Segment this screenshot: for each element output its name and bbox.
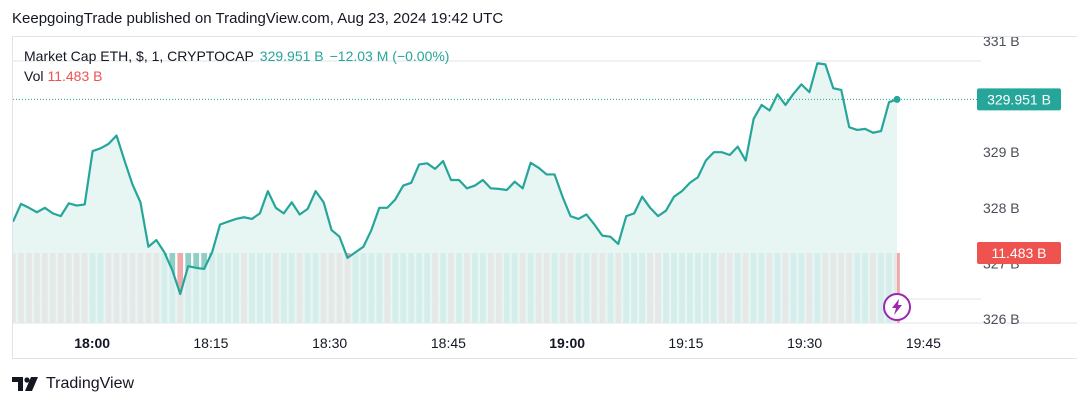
price-area [13, 63, 897, 324]
volume-badge [977, 242, 1061, 264]
legend-change: −12.03 M (−0.00%) [329, 48, 450, 64]
legend-price-row: Market Cap ETH, $, 1, CRYPTOCAP 329.951 B… [24, 46, 449, 66]
volume-label: Vol [24, 68, 44, 84]
x-tick-label: 18:00 [74, 335, 110, 351]
price-line [13, 62, 898, 296]
x-tick-label: 18:45 [431, 335, 466, 351]
symbol-name[interactable]: Market Cap ETH, $, 1, CRYPTOCAP [24, 48, 254, 64]
volume-value: 11.483 B [47, 68, 103, 84]
x-axis: 18:00 18:15 18:30 18:45 19:00 19:15 19:30 19:45 [74, 335, 941, 351]
tradingview-logo-icon [12, 377, 38, 391]
y-tick-label: 329 B [983, 144, 1020, 160]
price-badges: 329.951 B 11.483 B [977, 88, 1061, 264]
footer-brand[interactable]: TradingView [12, 375, 134, 393]
x-tick-label: 18:30 [312, 335, 347, 351]
y-tick-label: 326 B [983, 311, 1020, 327]
chart-legend: Market Cap ETH, $, 1, CRYPTOCAP 329.951 B… [24, 46, 449, 86]
x-tick-label: 19:00 [549, 335, 585, 351]
last-price-dot [893, 95, 901, 103]
x-tick-label: 19:30 [787, 335, 822, 351]
price-badge [977, 88, 1061, 111]
volume-badge-label: 11.483 B [991, 245, 1046, 261]
lightning-bolt-icon[interactable] [883, 293, 911, 321]
y-tick-label: 328 B [983, 200, 1020, 216]
y-tick-label: 331 B [983, 37, 1020, 49]
volume-bar [177, 253, 184, 323]
x-tick-label: 19:15 [668, 335, 703, 351]
x-tick-label: 18:15 [193, 335, 228, 351]
brand-name: TradingView [46, 375, 135, 392]
price-badge-label: 329.951 B [987, 91, 1051, 107]
legend-volume-row: Vol 11.483 B [24, 66, 449, 86]
legend-price-value: 329.951 B [259, 48, 324, 64]
publisher-line: KeepgoingTrade published on TradingView.… [12, 10, 504, 27]
x-tick-label: 19:45 [906, 335, 941, 351]
